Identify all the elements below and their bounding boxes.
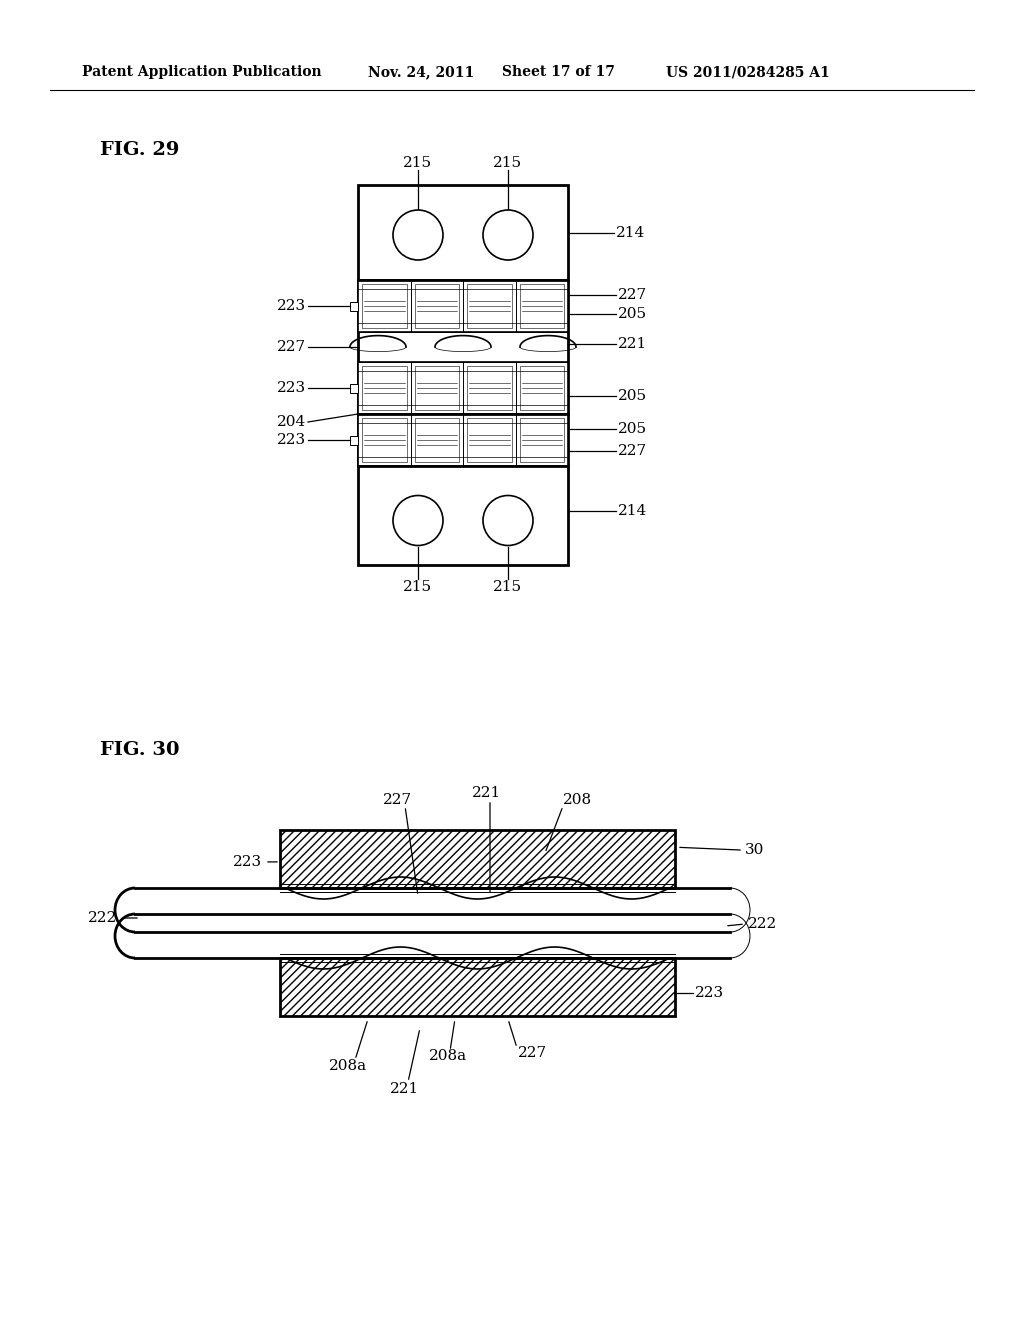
Bar bbox=[519, 284, 564, 327]
Text: 214: 214 bbox=[618, 503, 647, 517]
Bar bbox=[280, 958, 675, 1016]
Text: 215: 215 bbox=[403, 156, 432, 170]
Bar bbox=[280, 830, 675, 888]
Text: 30: 30 bbox=[745, 843, 764, 857]
Text: 221: 221 bbox=[618, 337, 647, 351]
Bar bbox=[467, 366, 512, 411]
Bar bbox=[358, 414, 568, 466]
Text: 223: 223 bbox=[276, 381, 306, 395]
Text: 215: 215 bbox=[494, 156, 522, 170]
Text: 205: 205 bbox=[618, 421, 647, 436]
Text: 227: 227 bbox=[276, 341, 306, 354]
Text: 223: 223 bbox=[276, 300, 306, 313]
Text: 204: 204 bbox=[276, 414, 306, 429]
Text: 227: 227 bbox=[618, 288, 647, 301]
Text: 227: 227 bbox=[618, 445, 647, 458]
Text: FIG. 29: FIG. 29 bbox=[100, 141, 179, 158]
Bar bbox=[350, 436, 358, 445]
Text: 215: 215 bbox=[403, 579, 432, 594]
Bar bbox=[467, 418, 512, 462]
Bar bbox=[519, 366, 564, 411]
Bar bbox=[362, 284, 407, 327]
Text: 215: 215 bbox=[494, 579, 522, 594]
Bar bbox=[519, 418, 564, 462]
Bar bbox=[415, 366, 459, 411]
Bar bbox=[362, 418, 407, 462]
Text: 205: 205 bbox=[618, 306, 647, 321]
Text: 223: 223 bbox=[276, 433, 306, 447]
Text: 222: 222 bbox=[88, 911, 117, 925]
Text: 208: 208 bbox=[563, 793, 592, 807]
Bar bbox=[415, 418, 459, 462]
Text: 221: 221 bbox=[390, 1082, 420, 1096]
Text: 214: 214 bbox=[616, 226, 645, 240]
Text: 223: 223 bbox=[232, 855, 262, 869]
Text: 205: 205 bbox=[618, 389, 647, 403]
Bar bbox=[358, 362, 568, 414]
Text: Patent Application Publication: Patent Application Publication bbox=[82, 65, 322, 79]
Bar bbox=[415, 284, 459, 327]
Text: Sheet 17 of 17: Sheet 17 of 17 bbox=[502, 65, 614, 79]
Bar bbox=[350, 301, 358, 310]
Text: Nov. 24, 2011: Nov. 24, 2011 bbox=[368, 65, 474, 79]
Bar bbox=[362, 366, 407, 411]
Text: 227: 227 bbox=[383, 793, 413, 807]
Text: US 2011/0284285 A1: US 2011/0284285 A1 bbox=[666, 65, 829, 79]
Text: FIG. 30: FIG. 30 bbox=[100, 741, 179, 759]
Text: 227: 227 bbox=[518, 1045, 547, 1060]
Bar bbox=[467, 284, 512, 327]
Text: 208a: 208a bbox=[429, 1049, 467, 1063]
Text: 221: 221 bbox=[472, 785, 502, 800]
Bar bbox=[350, 384, 358, 392]
Bar bbox=[358, 185, 568, 565]
Text: 222: 222 bbox=[748, 917, 777, 931]
Text: 208a: 208a bbox=[329, 1059, 367, 1073]
Bar bbox=[358, 280, 568, 333]
Text: 223: 223 bbox=[695, 986, 724, 999]
